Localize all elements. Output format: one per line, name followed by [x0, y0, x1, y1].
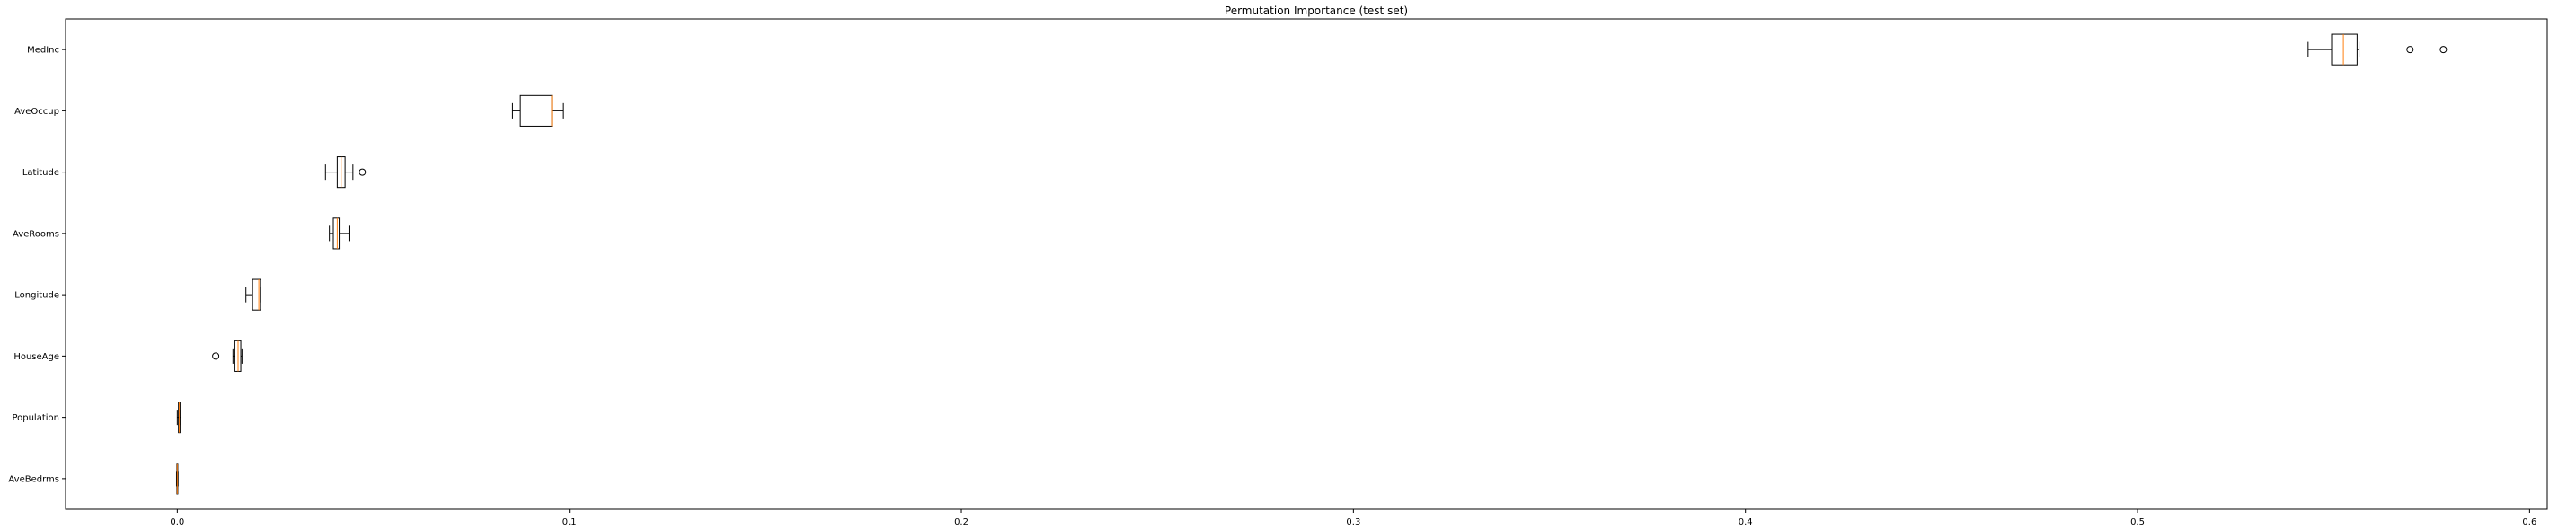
flier-point — [2406, 46, 2414, 54]
y-tick-label: AveOccup — [14, 107, 59, 117]
x-tick-label: 0.0 — [170, 517, 184, 527]
y-tick-label: Population — [12, 413, 59, 423]
flier-point — [212, 352, 220, 360]
y-tick-label: AveRooms — [13, 229, 59, 239]
chart-title: Permutation Importance (test set) — [1225, 4, 1408, 17]
box-HouseAge — [234, 340, 242, 372]
x-tick-label: 0.3 — [1346, 517, 1360, 527]
y-tick-label: AveBedrms — [8, 474, 59, 484]
x-tick-label: 0.4 — [1739, 517, 1753, 527]
box-AveRooms — [332, 217, 341, 250]
plot-area: 0.0 0.1 0.2 0.3 0.4 0.5 0.6 MedInc AveOccup Latit… — [8, 33, 2536, 527]
box-AveOccup — [519, 94, 553, 127]
x-tick-label: 0.2 — [954, 517, 969, 527]
x-tick-label: 0.6 — [2522, 517, 2536, 527]
box-MedInc — [2331, 33, 2358, 66]
y-tick-label: MedInc — [27, 46, 59, 56]
box-Longitude — [252, 278, 261, 311]
flier-point — [359, 168, 367, 176]
x-tick-label: 0.1 — [562, 517, 577, 527]
y-tick-label: Latitude — [22, 168, 59, 178]
y-tick-label: HouseAge — [13, 352, 59, 362]
y-tick-label: Longitude — [14, 291, 59, 301]
axes-frame — [65, 18, 2548, 510]
flier-point — [2439, 46, 2448, 54]
x-tick-label: 0.5 — [2130, 517, 2145, 527]
